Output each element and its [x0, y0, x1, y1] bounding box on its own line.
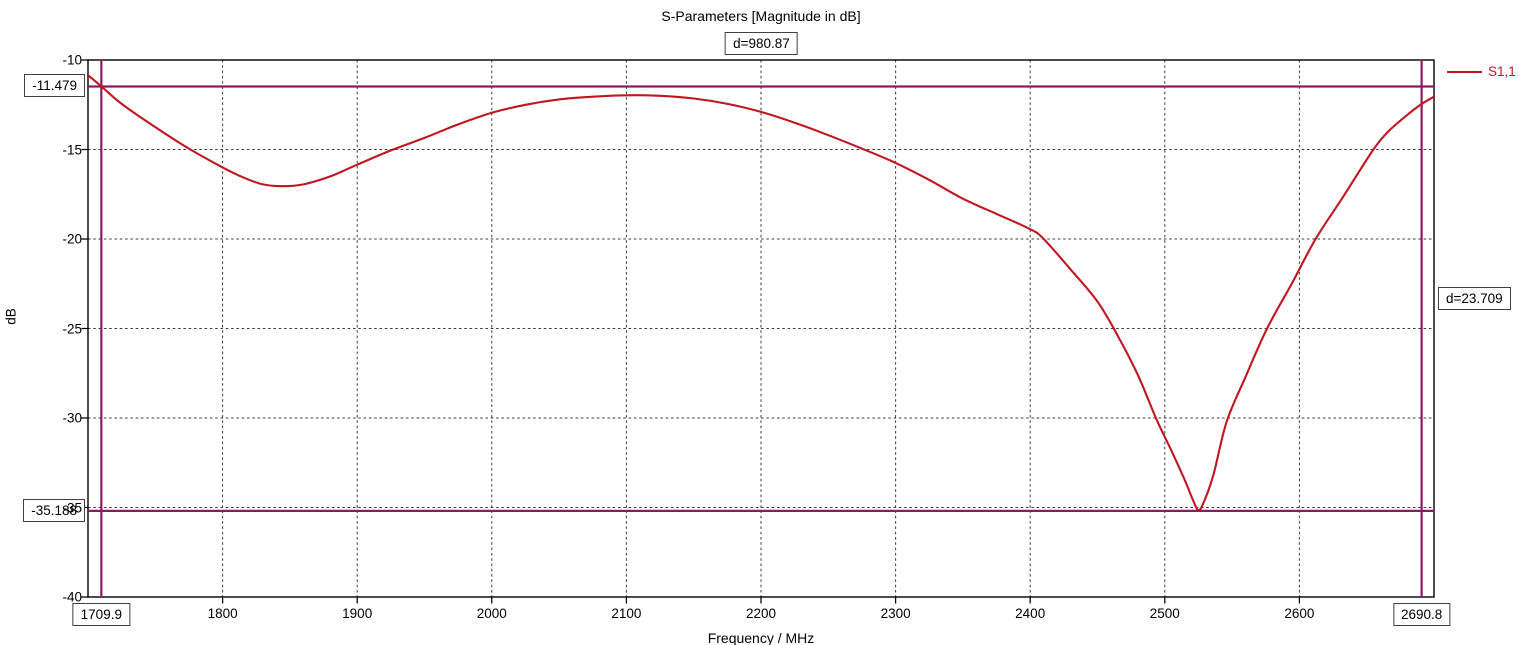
x-tick-label: 2200 — [745, 606, 777, 621]
delta-frequency-badge: d=980.87 — [725, 32, 798, 55]
x-tick-label: 2000 — [476, 606, 507, 621]
legend-series-label: S1,1 — [1488, 64, 1516, 79]
legend-line-swatch — [1447, 70, 1482, 73]
y-tick-label: -15 — [62, 142, 82, 157]
marker-value-box-upper[interactable]: -11.479 — [24, 74, 85, 98]
y-tick-label: -30 — [62, 410, 82, 426]
x-axis-title: Frequency / MHz — [707, 630, 815, 645]
y-tick-label: -10 — [62, 52, 82, 68]
y-tick-label: -40 — [62, 589, 82, 605]
x-tick-label: 2100 — [611, 606, 642, 621]
x-tick-label: 2300 — [880, 606, 911, 621]
y-axis-title: dB — [3, 308, 19, 325]
marker-value-box-lower[interactable]: -35.188 — [23, 498, 85, 522]
y-tick-label: -35 — [62, 500, 82, 515]
y-tick-label: -20 — [62, 231, 82, 247]
x-tick-label: 2400 — [1015, 606, 1046, 621]
s11-curve — [88, 74, 1434, 512]
marker-frequency-box-left[interactable]: 1709.9 — [72, 603, 130, 626]
x-tick-label: 2600 — [1284, 606, 1315, 621]
y-tick-label: -25 — [62, 321, 82, 336]
delta-magnitude-badge: d=23.709 — [1438, 286, 1511, 310]
x-tick-label: 2500 — [1149, 606, 1180, 621]
page-title: S-Parameters [Magnitude in dB] — [661, 8, 861, 24]
marker-frequency-box-right[interactable]: 2690.8 — [1392, 603, 1451, 626]
x-tick-label: 1900 — [342, 606, 373, 621]
legend: S1,1 — [1447, 64, 1516, 79]
plot-frame — [87, 59, 1435, 598]
x-tick-label: 1800 — [207, 606, 238, 621]
